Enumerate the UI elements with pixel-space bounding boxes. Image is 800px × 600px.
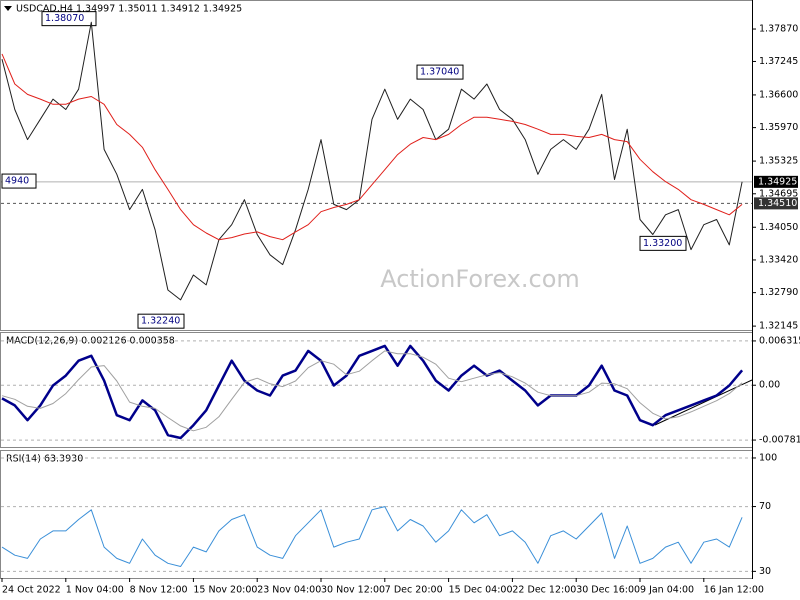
y-tick-label: 30: [759, 566, 771, 577]
y-tick-label: 1.32145: [759, 321, 798, 332]
series-line: [1, 21, 743, 301]
annotation-box: [137, 313, 185, 329]
x-tick-label: 30 Dec 16:00: [576, 585, 640, 596]
x-tick-label: 24 Oct 2022: [2, 585, 61, 596]
x-tick-label: 9 Jan 04:00: [640, 585, 694, 596]
y-tick-label: 1.35970: [759, 122, 798, 133]
annotation-box: [639, 235, 687, 251]
x-tick-label: 1 Nov 04:00: [66, 585, 124, 596]
series-line: [1, 53, 743, 241]
panel-title: USDCAD,H4 1.34997 1.35011 1.34912 1.3492…: [16, 4, 242, 15]
annotation-label: 1.32240: [141, 316, 180, 327]
price-label: 1.34510: [758, 198, 797, 209]
y-tick-label: 1.37870: [759, 24, 798, 35]
series-line: [1, 350, 743, 432]
y-tick-label: -0.007818: [759, 435, 800, 446]
x-tick-label: 23 Nov 04:00: [257, 585, 321, 596]
x-tick-label: 15 Nov 20:00: [193, 585, 257, 596]
x-tick-label: 16 Jan 12:00: [704, 585, 764, 596]
y-tick-label: 1.34695: [759, 188, 798, 199]
annotation-label: 4940: [5, 176, 29, 187]
annotation-box: [41, 11, 97, 27]
price-label-box: [754, 197, 798, 210]
symbol-icon: [4, 6, 12, 11]
series-line: [1, 344, 744, 440]
x-tick-label: 8 Nov 12:00: [130, 585, 188, 596]
x-tick-label: 7 Dec 20:00: [385, 585, 443, 596]
price-label-box: [754, 175, 798, 188]
y-tick-label: 1.32790: [759, 287, 798, 298]
annotation-box: [1, 173, 37, 189]
annotation-label: 1.33200: [643, 238, 682, 249]
y-tick-label: 0.00: [759, 380, 780, 391]
y-tick-label: 70: [759, 501, 771, 512]
y-tick-label: 0.006315: [759, 335, 800, 346]
y-tick-label: 1.35325: [759, 156, 798, 167]
watermark: ActionForex.com: [380, 265, 580, 293]
x-tick-label: 15 Dec 04:00: [449, 585, 513, 596]
annotation-label: 1.38070: [45, 13, 84, 24]
panel-title: RSI(14) 63.3930: [6, 454, 83, 465]
y-tick-label: 100: [759, 452, 777, 463]
series-line: [1, 506, 743, 567]
y-tick-label: 1.33420: [759, 254, 798, 265]
panel-title: MACD(12,26,9) 0.002126 0.000358: [6, 336, 175, 347]
y-tick-label: 1.34050: [759, 222, 798, 233]
x-tick-label: 22 Dec 12:00: [512, 585, 576, 596]
price-label: 1.34925: [758, 176, 797, 187]
y-tick-label: 1.37245: [759, 56, 798, 67]
y-tick-label: 1.36600: [759, 89, 798, 100]
annotation-box: [416, 64, 464, 80]
x-tick-label: 30 Nov 12:00: [321, 585, 385, 596]
annotation-label: 1.37040: [420, 67, 459, 78]
